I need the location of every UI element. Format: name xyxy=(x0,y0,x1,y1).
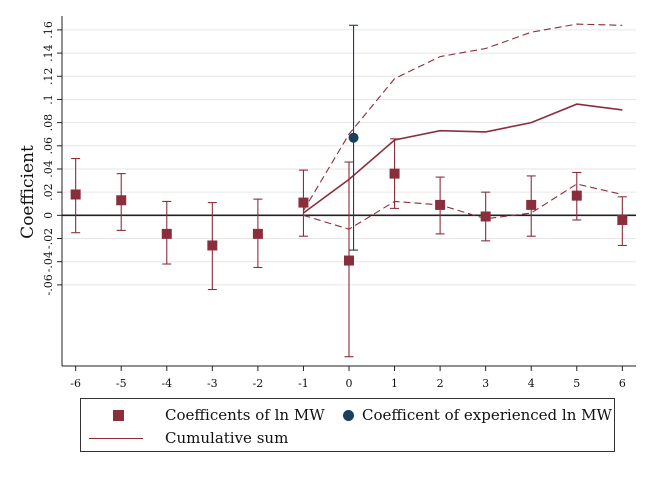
coefficient-point xyxy=(116,195,127,206)
y-tick-label: -.02 xyxy=(42,228,55,249)
coefficient-point xyxy=(207,240,218,251)
coefficient-point xyxy=(435,199,446,210)
legend: Coefficents of ln MW Coefficent of exper… xyxy=(80,398,615,452)
circle-marker-icon xyxy=(343,409,354,421)
upper-ci-line xyxy=(302,23,623,211)
y-tick-label: -.06 xyxy=(42,274,55,295)
y-tick-label: .12 xyxy=(42,68,55,86)
legend-label: Cumulative sum xyxy=(165,429,289,447)
lower-ci-line xyxy=(303,183,623,230)
coefficient-point xyxy=(70,189,81,200)
experienced-point xyxy=(348,132,359,143)
legend-label: Coefficents of ln MW xyxy=(165,406,325,424)
coefficient-point xyxy=(571,190,582,201)
series-layer xyxy=(70,23,628,358)
x-tick-label: 3 xyxy=(482,377,489,390)
coefficient-point xyxy=(298,197,309,208)
line-marker-icon xyxy=(89,437,143,439)
coefficient-point xyxy=(526,199,537,210)
x-tick-label: 2 xyxy=(437,377,444,390)
x-tick-label: -3 xyxy=(207,377,218,390)
coefficient-point xyxy=(252,228,263,239)
coefficient-point xyxy=(161,228,172,239)
legend-item-cumulative-sum: Cumulative sum xyxy=(89,429,288,447)
y-tick-label: .06 xyxy=(42,137,55,155)
legend-label: Coefficent of experienced ln MW xyxy=(362,406,612,424)
coefficient-point xyxy=(480,211,491,222)
x-tick-label: -2 xyxy=(253,377,264,390)
coefficient-point xyxy=(389,168,400,179)
x-tick-label: -1 xyxy=(298,377,309,390)
y-tick-label: -.04 xyxy=(42,251,55,272)
x-tick-label: -6 xyxy=(70,377,81,390)
y-axis-label: Coefficient xyxy=(18,145,38,239)
legend-item-experienced-ln-mw: Coefficent of experienced ln MW xyxy=(343,406,612,424)
axes-layer: -.06 -.04 -.02 0 .02 .04 .06 .08 .1 .12 .14 .16 -6 -5… xyxy=(42,16,636,390)
y-tick-label: .08 xyxy=(42,114,55,132)
cumulative-sum-line xyxy=(302,103,623,214)
legend-item-ln-mw: Coefficents of ln MW xyxy=(113,406,325,424)
x-tick-label: -4 xyxy=(161,377,172,390)
x-tick-label: 5 xyxy=(573,377,580,390)
y-tick-label: .14 xyxy=(42,44,55,62)
y-tick-label: .16 xyxy=(42,21,55,39)
x-tick-label: 1 xyxy=(391,377,398,390)
y-tick-label: 0 xyxy=(42,212,55,219)
y-tick-label: .1 xyxy=(42,94,55,105)
square-marker-icon xyxy=(113,409,124,421)
y-tick-label: .02 xyxy=(42,183,55,201)
y-tick-label: .04 xyxy=(42,160,55,178)
coefficient-point xyxy=(617,214,628,225)
x-tick-label: -5 xyxy=(116,377,127,390)
x-tick-label: 4 xyxy=(528,377,535,390)
coefficient-point xyxy=(344,255,354,266)
x-tick-label: 0 xyxy=(346,377,353,390)
x-tick-label: 6 xyxy=(619,377,626,390)
